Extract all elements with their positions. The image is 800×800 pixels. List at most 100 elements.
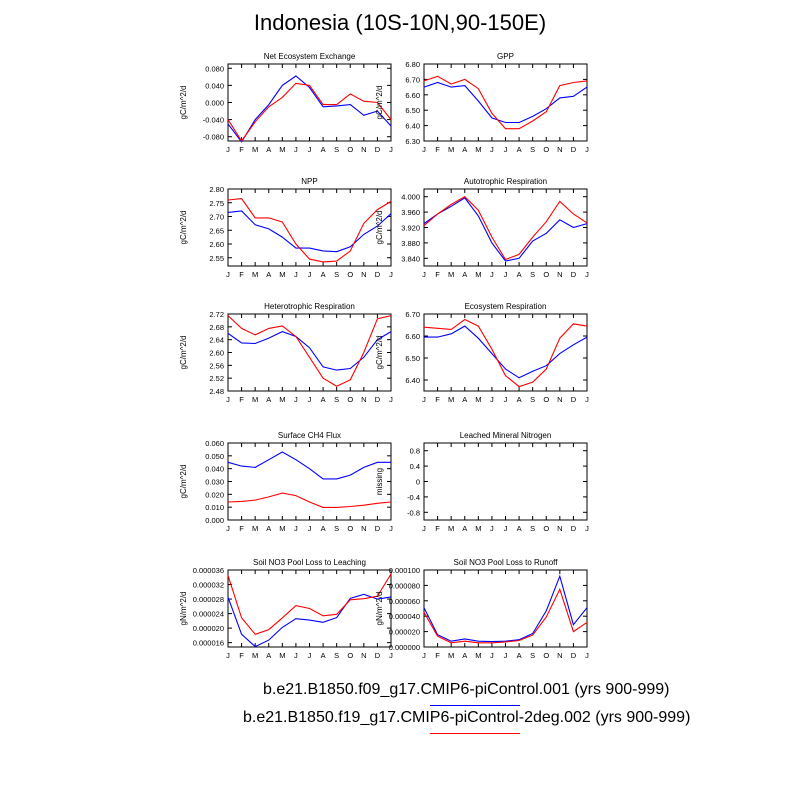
x-tick-label: J	[490, 524, 494, 533]
series-line-0	[423, 574, 588, 643]
x-tick-label: J	[504, 395, 508, 404]
x-tick-label: J	[294, 395, 298, 404]
x-tick-label: F	[239, 651, 244, 660]
y-tick-label: 0.000060	[389, 597, 420, 606]
page-title: Indonesia (10S-10N,90-150E)	[253, 10, 547, 35]
plot-frame	[423, 442, 588, 521]
y-tick-label: -0.8	[407, 508, 420, 517]
y-tick-label: 0.040	[205, 81, 224, 90]
panel-3: Autotrophic Respiration gC/m^2/d 4.000 3.96…	[375, 177, 589, 279]
x-tick-label: J	[294, 145, 298, 154]
y-tick-label: 0.080	[205, 64, 224, 73]
panel-5: Ecosystem Respiration gC/m^2/d 6.70 6.60 6.5…	[375, 302, 589, 404]
x-tick-label: S	[530, 524, 535, 533]
y-axis-label: gC/m^2/d	[179, 211, 188, 245]
plot-frame	[423, 63, 588, 142]
y-tick-label: 0.000	[205, 99, 224, 108]
y-tick-label: 2.60	[209, 240, 224, 249]
x-tick-label: F	[239, 395, 244, 404]
x-tick-label: J	[490, 145, 494, 154]
x-tick-label: F	[435, 395, 440, 404]
x-tick-label: A	[321, 651, 326, 660]
plot-frame	[423, 188, 588, 267]
x-tick-label: A	[266, 395, 271, 404]
x-tick-label: M	[279, 651, 285, 660]
x-tick-label: J	[504, 651, 508, 660]
x-tick-label: F	[435, 145, 440, 154]
y-tick-label: 2.80	[209, 185, 224, 194]
x-tick-label: A	[517, 651, 522, 660]
x-tick-label: J	[389, 145, 393, 154]
y-tick-label: 2.48	[209, 387, 224, 396]
y-tick-label: 3.920	[401, 224, 420, 233]
y-tick-label: 0.000080	[389, 581, 420, 590]
x-tick-label: M	[252, 651, 258, 660]
x-tick-label: N	[557, 270, 562, 279]
x-tick-label: J	[585, 395, 589, 404]
x-tick-label: N	[557, 524, 562, 533]
x-tick-label: D	[571, 270, 577, 279]
y-tick-label: 2.70	[209, 213, 224, 222]
y-axis-label: gC/m^2/d	[179, 465, 188, 499]
x-tick-label: J	[308, 145, 312, 154]
x-tick-label: M	[252, 395, 258, 404]
panel-title: GPP	[497, 52, 514, 61]
y-tick-label: 0.020	[205, 490, 224, 499]
x-tick-label: J	[389, 651, 393, 660]
y-tick-label: 6.40	[405, 376, 420, 385]
x-tick-label: N	[361, 651, 366, 660]
x-tick-label: O	[347, 145, 353, 154]
x-tick-label: A	[462, 145, 467, 154]
x-tick-label: M	[475, 395, 481, 404]
x-tick-label: S	[530, 395, 535, 404]
x-tick-label: N	[557, 651, 562, 660]
y-tick-label: 6.60	[405, 332, 420, 341]
x-tick-label: S	[530, 651, 535, 660]
x-tick-label: J	[422, 395, 426, 404]
x-tick-label: F	[435, 524, 440, 533]
panel-title: Surface CH4 Flux	[278, 431, 341, 440]
x-tick-label: A	[266, 651, 271, 660]
y-tick-label: 6.70	[405, 310, 420, 319]
x-tick-label: A	[266, 270, 271, 279]
x-tick-label: D	[571, 395, 577, 404]
x-tick-label: F	[239, 524, 244, 533]
y-tick-label: 0.000016	[193, 639, 224, 648]
y-tick-label: 0.8	[410, 447, 420, 456]
series-line-0	[423, 197, 588, 262]
y-tick-label: 2.52	[209, 374, 224, 383]
series-line-1	[227, 82, 392, 142]
series-line-1	[227, 198, 392, 263]
x-tick-label: N	[557, 395, 562, 404]
panel-9: Soil NO3 Pool Loss to Runoff gN/m^2/d 0.00…	[375, 558, 589, 660]
x-tick-label: A	[517, 395, 522, 404]
x-tick-label: D	[375, 395, 381, 404]
plot-frame	[227, 188, 392, 267]
x-tick-label: J	[389, 524, 393, 533]
y-tick-label: 0.4	[410, 462, 420, 471]
plot-frame	[227, 442, 392, 521]
x-tick-label: N	[361, 145, 366, 154]
x-tick-label: J	[490, 651, 494, 660]
x-tick-label: O	[347, 270, 353, 279]
panel-title: Heterotrophic Respiration	[264, 302, 355, 311]
y-tick-label: 2.60	[209, 349, 224, 358]
y-tick-label: 3.840	[401, 254, 420, 263]
x-tick-label: J	[308, 524, 312, 533]
series-line-0	[227, 210, 392, 253]
x-tick-label: F	[435, 270, 440, 279]
x-tick-label: A	[517, 145, 522, 154]
y-tick-label: 0.040	[205, 465, 224, 474]
y-axis-label: gC/m^2/d	[375, 336, 384, 370]
panel-title: Autotrophic Respiration	[464, 177, 547, 186]
y-tick-label: 0.050	[205, 452, 224, 461]
x-tick-label: A	[266, 145, 271, 154]
y-tick-label: 6.40	[405, 122, 420, 131]
y-tick-label: 6.50	[405, 106, 420, 115]
y-tick-label: 0.000040	[389, 612, 420, 621]
y-tick-label: 4.000	[401, 193, 420, 202]
series-line-1	[227, 315, 392, 387]
